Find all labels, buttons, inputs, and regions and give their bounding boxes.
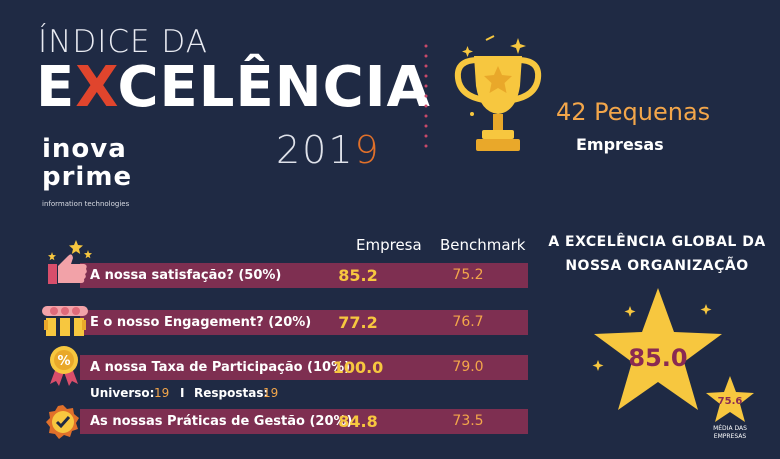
thumbs-up-icon — [48, 240, 92, 284]
row-benchmark-satisfacao: 75.2 — [452, 267, 484, 283]
average-score: 75.6 — [717, 396, 743, 407]
title-excelencia: EXCELÊNCIA — [36, 58, 431, 118]
check-badge-icon — [46, 405, 79, 439]
svg-text:%: % — [57, 354, 70, 369]
people-icon — [42, 306, 88, 336]
title-year: 2019 — [276, 128, 381, 172]
metric-row-participacao — [80, 355, 528, 380]
title-line1: ÍNDICE DA — [38, 24, 208, 60]
universo-separator: I — [180, 386, 185, 400]
row-benchmark-engagement: 76.7 — [452, 314, 484, 330]
row-label-praticas: As nossas Práticas de Gestão (20%) — [90, 414, 353, 429]
logo-prime: prime — [42, 162, 133, 192]
global-title-line2: NOSSA ORGANIZAÇÃO — [565, 258, 749, 274]
global-title-line1: A EXCELÊNCIA GLOBAL DA — [548, 234, 766, 250]
logo-tagline: information technologies — [42, 200, 130, 208]
universo-value: 19 — [154, 386, 170, 400]
metric-row-satisfacao — [80, 263, 528, 288]
global-score: 85.0 — [628, 344, 688, 372]
company-count: 42 Pequenas — [556, 98, 711, 126]
row-label-engagement: E o nosso Engagement? (20%) — [90, 315, 312, 330]
row-label-participacao: A nossa Taxa de Participação (10%) — [90, 360, 351, 375]
row-empresa-participacao: 100.0 — [332, 358, 384, 377]
row-benchmark-praticas: 73.5 — [452, 413, 484, 429]
percent-medal-icon: % — [50, 346, 78, 386]
average-label: MÉDIA DAS EMPRESAS — [706, 425, 754, 441]
logo-inova: inova — [42, 134, 127, 164]
big-star-icon — [592, 288, 722, 410]
col-header-empresa: Empresa — [356, 236, 422, 254]
row-empresa-engagement: 77.2 — [338, 313, 378, 332]
title-e: E — [36, 55, 76, 120]
company-type: Empresas — [576, 135, 664, 154]
title-rest: CELÊNCIA — [117, 55, 431, 120]
row-empresa-praticas: 84.8 — [338, 412, 378, 431]
year-last: 9 — [354, 128, 381, 172]
respostas-value: 19 — [263, 386, 279, 400]
average-label-line1: MÉDIA DAS — [713, 425, 747, 432]
row-benchmark-participacao: 79.0 — [452, 359, 484, 375]
metric-row-praticas — [80, 409, 528, 434]
row-label-satisfacao: A nossa satisfação? (50%) — [90, 268, 282, 283]
title-x: X — [75, 55, 118, 120]
dotted-divider — [424, 44, 428, 148]
trophy-icon — [454, 35, 542, 151]
col-header-benchmark: Benchmark — [440, 236, 526, 254]
metric-row-engagement — [80, 310, 528, 335]
respostas-label: Respostas: — [194, 386, 269, 400]
year-main: 201 — [276, 128, 355, 172]
small-star-icon — [706, 376, 754, 422]
average-label-line2: EMPRESAS — [713, 433, 747, 440]
row-empresa-satisfacao: 85.2 — [338, 266, 378, 285]
universo-label: Universo: — [90, 386, 155, 400]
